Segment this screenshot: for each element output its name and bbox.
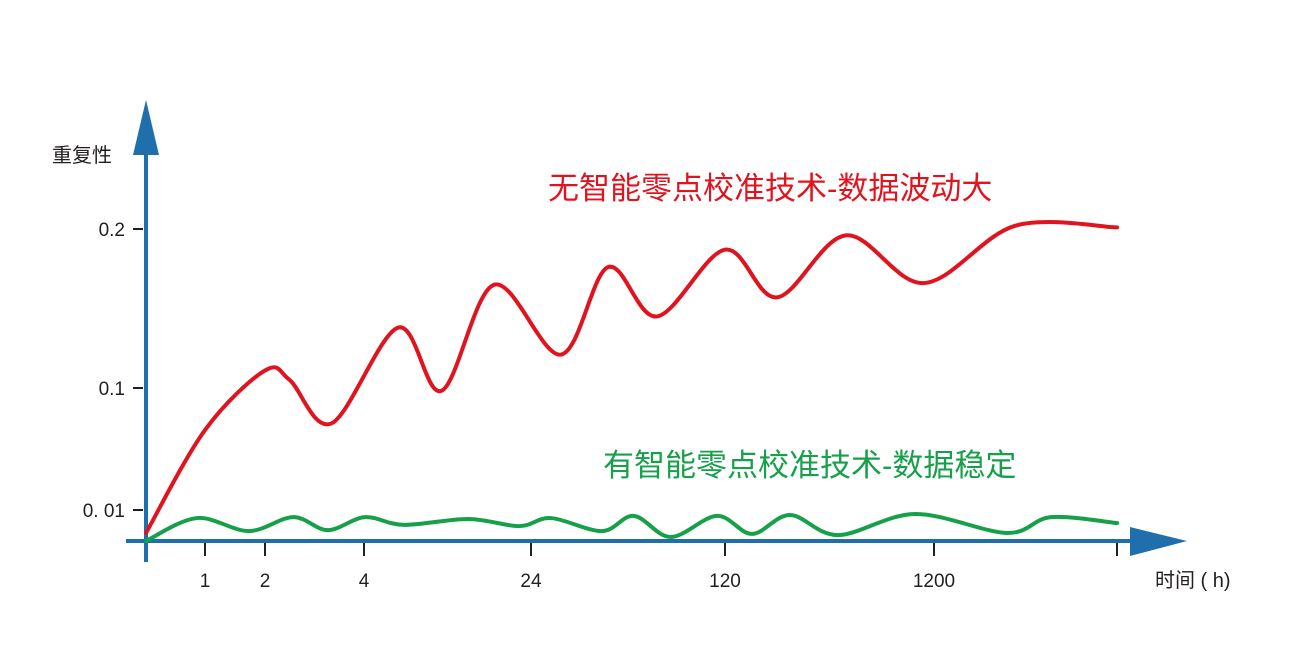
y-axis-title: 重复性 (52, 144, 112, 167)
x-axis-title: 时间 ( h) (1155, 569, 1231, 592)
y-tick-label: 0.2 (99, 220, 125, 241)
x-tick-label: 1 (200, 571, 211, 592)
x-tick-label: 120 (709, 571, 741, 592)
x-axis-arrow-icon (1130, 527, 1187, 556)
x-tick-label: 24 (520, 571, 542, 592)
axes: 重复性 时间 ( h) (52, 100, 1231, 592)
x-tick-label: 2 (260, 571, 271, 592)
x-tick-label: 4 (359, 571, 370, 592)
series-line-0 (144, 220, 1119, 535)
series-label-with-calibration: 有智能零点校准技术-数据稳定 (603, 448, 1016, 483)
y-tick-label: 0. 01 (83, 501, 125, 522)
series-label-no-calibration: 无智能零点校准技术-数据波动大 (548, 171, 992, 206)
y-tick-label: 0.1 (99, 379, 125, 400)
x-tick-label: 1200 (913, 571, 955, 592)
y-axis-arrow-icon (133, 100, 159, 155)
series-line-1 (144, 512, 1119, 543)
